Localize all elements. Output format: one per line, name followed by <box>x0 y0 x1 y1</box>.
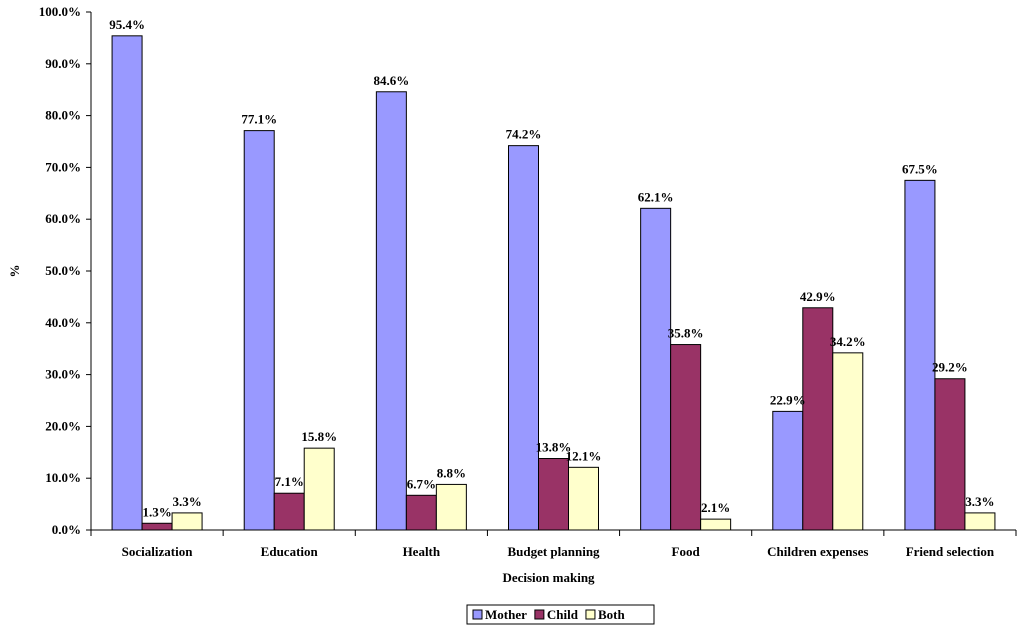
data-labels: 95.4%1.3%3.3%77.1%7.1%15.8%84.6%6.7%8.8%… <box>109 17 994 519</box>
legend: Mother Child Both <box>466 604 655 625</box>
data-label-both-6: 34.2% <box>830 334 866 349</box>
data-label-child-6: 42.9% <box>800 289 836 304</box>
x-tick-label: Friend selection <box>906 544 995 559</box>
y-tick-label: 50.0% <box>45 263 81 278</box>
data-label-both-2: 15.8% <box>301 429 337 444</box>
y-tick-label: 0.0% <box>52 522 81 537</box>
bar-both-1 <box>171 512 203 531</box>
bar-both-6 <box>832 352 864 531</box>
data-label-mother-2: 77.1% <box>241 112 277 127</box>
x-tick-label: Children expenses <box>767 544 868 559</box>
x-tick-label: Socialization <box>122 544 194 559</box>
bar-mother-6 <box>772 410 804 531</box>
x-axis-title: Decision making <box>502 570 595 585</box>
y-axis-title: % <box>7 265 22 278</box>
bar-mother-4 <box>508 145 539 531</box>
bar-both-5 <box>700 518 732 531</box>
bar-both-7 <box>964 512 996 531</box>
bar-child-6 <box>802 307 834 531</box>
data-label-child-1: 1.3% <box>142 504 171 519</box>
data-label-both-1: 3.3% <box>172 494 201 509</box>
bar-mother-7 <box>904 179 936 531</box>
y-tick-label: 20.0% <box>45 418 81 433</box>
bar-both-4 <box>568 466 599 531</box>
bar-mother-2 <box>243 130 275 531</box>
bar-child-5 <box>670 344 702 531</box>
data-label-both-3: 8.8% <box>437 465 466 480</box>
data-label-child-5: 35.8% <box>668 326 704 341</box>
data-label-both-7: 3.3% <box>965 494 994 509</box>
legend-swatch-both <box>585 609 596 620</box>
legend-box <box>466 604 655 625</box>
bar-mother-5 <box>640 207 672 531</box>
bar-child-4 <box>538 458 569 531</box>
legend-swatch-child <box>534 609 545 620</box>
bar-mother-1 <box>111 35 143 531</box>
legend-label-child: Child <box>547 607 579 622</box>
x-tick-label: Education <box>261 544 319 559</box>
data-label-child-2: 7.1% <box>275 474 304 489</box>
bar-child-3 <box>405 494 437 531</box>
legend-label-both: Both <box>598 607 626 622</box>
bar-child-2 <box>273 492 305 531</box>
y-tick-label: 10.0% <box>45 470 81 485</box>
data-label-mother-4: 74.2% <box>506 127 542 142</box>
y-tick-label: 40.0% <box>45 315 81 330</box>
data-label-both-5: 2.1% <box>701 500 730 515</box>
bar-mother-3 <box>375 91 407 531</box>
tick-labels: 0.0% 10.0% 20.0% 30.0% 40.0% 50.0% 60.0% 70.0% 8… <box>39 4 995 559</box>
y-tick-label: 60.0% <box>45 211 81 226</box>
y-tick-label: 100.0% <box>39 4 81 19</box>
bars <box>111 35 996 531</box>
data-label-child-7: 29.2% <box>932 360 968 375</box>
legend-swatch-mother <box>472 609 483 620</box>
data-label-mother-6: 22.9% <box>770 392 806 407</box>
y-tick-label: 70.0% <box>45 159 81 174</box>
data-label-mother-5: 62.1% <box>638 189 674 204</box>
bar-child-1 <box>141 522 173 531</box>
x-tick-label: Health <box>403 544 441 559</box>
y-tick-label: 80.0% <box>45 108 81 123</box>
legend-label-mother: Mother <box>485 607 527 622</box>
data-label-child-3: 6.7% <box>407 476 436 491</box>
data-label-child-4: 13.8% <box>536 440 572 455</box>
data-label-both-4: 12.1% <box>566 448 602 463</box>
bar-child-7 <box>934 378 966 531</box>
data-label-mother-3: 84.6% <box>373 73 409 88</box>
y-tick-label: 30.0% <box>45 367 81 382</box>
x-tick-label: Budget planning <box>507 544 600 559</box>
data-label-mother-1: 95.4% <box>109 17 145 32</box>
bar-both-3 <box>435 483 467 531</box>
data-label-mother-7: 67.5% <box>902 161 938 176</box>
axes <box>86 11 1017 536</box>
y-tick-label: 90.0% <box>45 56 81 71</box>
x-tick-label: Food <box>672 544 701 559</box>
bar-both-2 <box>303 447 335 531</box>
